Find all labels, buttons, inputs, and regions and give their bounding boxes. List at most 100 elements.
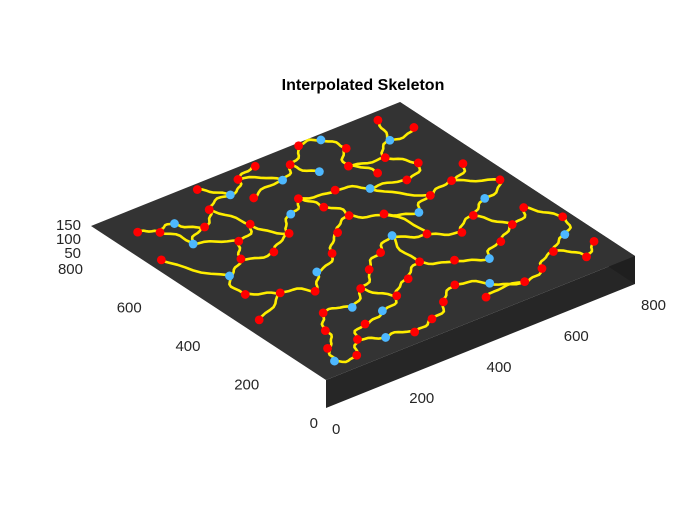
skeleton-node-red <box>155 228 165 237</box>
skeleton-node-red <box>458 159 468 169</box>
skeleton-node-red <box>284 229 294 238</box>
skeleton-node-red <box>333 228 343 237</box>
skeleton-node-red <box>373 168 383 178</box>
skeleton-node-red <box>319 202 329 212</box>
y-tick-label: 0 <box>310 415 318 432</box>
skeleton-node-red <box>323 343 332 353</box>
skeleton-node-red <box>450 255 459 265</box>
skeleton-node-red <box>582 252 591 262</box>
skeleton-edge <box>158 231 196 245</box>
skeleton-node-red <box>320 326 330 335</box>
skeleton-node-red <box>353 335 362 344</box>
x-tick-label: 400 <box>487 359 512 376</box>
skeleton-node-red <box>344 211 354 220</box>
skeleton-node-red <box>356 284 366 293</box>
skeleton-node-red <box>415 257 424 267</box>
skeleton-edge <box>284 212 293 235</box>
skeleton-node-red <box>409 123 419 132</box>
skeleton-node-red <box>496 237 506 246</box>
skeleton-node-red <box>468 210 478 220</box>
skeleton-node-blue <box>314 167 324 177</box>
skeleton-edge <box>522 205 564 219</box>
skeleton-edge <box>552 249 588 259</box>
skeleton-edge <box>333 184 372 192</box>
skeleton-node-red <box>156 255 166 265</box>
skeleton-node-red <box>341 144 351 153</box>
skeleton-node-red <box>425 190 435 200</box>
y-tick-label: 400 <box>175 338 200 355</box>
skeleton-edge <box>369 178 408 191</box>
skeleton-node-red <box>275 288 285 298</box>
skeleton-node-blue <box>385 135 395 145</box>
skeleton-node-red <box>413 158 423 168</box>
skeleton-node-red <box>200 222 209 232</box>
skeleton-node-blue <box>225 190 235 200</box>
skeleton-edge <box>243 291 282 296</box>
skeleton-node-red <box>422 229 432 239</box>
skeleton-edge <box>381 213 430 235</box>
skeleton-node-red <box>269 247 279 257</box>
chart-title: Interpolated Skeleton <box>282 77 445 94</box>
skeleton-edge <box>471 214 514 226</box>
skeleton-edge <box>322 305 354 315</box>
skeleton-node-red <box>285 160 295 170</box>
skeleton-edge <box>453 257 491 263</box>
skeleton-node-blue <box>347 303 357 312</box>
skeleton-node-red <box>558 212 568 222</box>
x-tick-label: 200 <box>409 390 434 407</box>
skeleton-node-blue <box>480 193 490 203</box>
skeleton-node-blue <box>365 184 375 193</box>
top-face <box>91 102 635 380</box>
skeleton-node-red <box>245 219 255 229</box>
skeleton-node-blue <box>312 267 322 277</box>
skeleton-node-red <box>589 237 599 246</box>
skeleton-edge <box>484 280 527 299</box>
skeleton-node-red <box>360 319 370 329</box>
skeleton-edge <box>391 234 421 264</box>
skeleton-node-red <box>457 227 467 237</box>
y-tick-label: 600 <box>117 299 142 316</box>
skeleton-node-blue <box>377 306 387 316</box>
skeleton-node-red <box>537 264 547 273</box>
skeleton-edge <box>236 175 284 182</box>
skeleton-node-red <box>392 291 402 301</box>
skeleton-node-red <box>233 175 243 184</box>
skeleton-edge <box>208 207 251 226</box>
skeleton-node-red <box>236 254 246 264</box>
skeleton-node-red <box>376 248 386 257</box>
skeleton-node-blue <box>485 278 495 288</box>
skeleton-node-red <box>427 314 437 324</box>
skeleton-node-red <box>439 297 448 307</box>
skeleton-edge <box>384 329 416 340</box>
skeleton-node-red <box>318 308 328 318</box>
skeleton-node-blue <box>316 135 326 145</box>
skeleton-edge <box>240 249 275 261</box>
skeleton-node-red <box>380 153 390 163</box>
skeleton-node-blue <box>381 333 391 342</box>
skeleton-node-blue <box>560 230 570 239</box>
skeleton-edge <box>359 286 398 298</box>
skeleton-node-red <box>495 175 505 185</box>
skeleton-edge <box>383 156 420 165</box>
skeleton-edge <box>450 178 502 183</box>
skeleton-edge <box>296 189 337 200</box>
skeleton-edge <box>253 178 283 200</box>
skeleton-node-red <box>192 185 202 194</box>
skeleton-node-red <box>379 209 389 219</box>
skeleton-edge <box>278 287 317 294</box>
x-tick-label: 0 <box>332 421 340 438</box>
skeleton-node-red <box>403 274 413 284</box>
x-tick-label: 800 <box>641 297 666 314</box>
skeleton-edge <box>425 230 464 237</box>
skeleton-edge <box>380 138 392 159</box>
front-face <box>326 256 635 408</box>
skeleton-node-red <box>330 185 340 195</box>
y-tick-label: 200 <box>234 376 259 393</box>
skeleton-node-red <box>327 249 337 258</box>
skeleton-node-blue <box>286 209 296 219</box>
skeleton-node-red <box>519 203 529 212</box>
skeleton-node-red <box>240 290 250 299</box>
skeleton-edge <box>390 231 429 239</box>
skeleton-node-blue <box>225 271 234 281</box>
